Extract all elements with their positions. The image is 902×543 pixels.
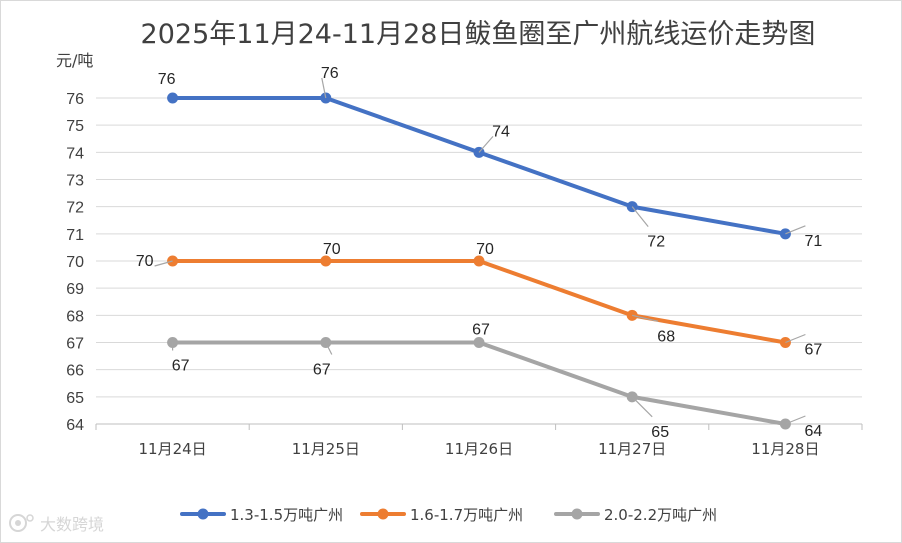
leader-line	[154, 260, 173, 267]
leader-line	[325, 342, 333, 355]
data-point[interactable]	[167, 92, 179, 104]
legend: 1.3-1.5万吨广州 1.6-1.7万吨广州 2.0-2.2万吨广州	[180, 506, 717, 524]
x-tick-label: 11月26日	[445, 440, 513, 458]
leader-line	[631, 396, 653, 418]
leader-line	[321, 77, 327, 99]
data-label: 70	[323, 241, 341, 258]
legend-swatch-marker	[197, 508, 209, 520]
legend-swatch-marker	[377, 508, 389, 520]
legend-label[interactable]: 2.0-2.2万吨广州	[604, 506, 717, 524]
x-axis: 11月24日 11月25日 11月26日 11月27日 11月28日	[95, 424, 863, 458]
data-label: 67	[172, 358, 190, 375]
data-label: 64	[805, 423, 823, 440]
y-tick-label: 67	[66, 336, 84, 353]
y-axis-unit-label: 元/吨	[56, 51, 93, 70]
y-tick-label: 74	[66, 145, 84, 162]
data-label: 71	[805, 233, 823, 250]
data-label: 67	[313, 362, 331, 379]
chart-title: 2025年11月24-11月28日鲅鱼圈至广州航线运价走势图	[141, 19, 816, 50]
data-label: 68	[657, 328, 675, 345]
y-tick-label: 76	[66, 91, 84, 108]
y-tick-label: 64	[66, 417, 84, 434]
data-labels: 76 76 74 72 71 70 70 70 68 67 67 67 67 65 64	[136, 65, 823, 441]
data-point[interactable]	[473, 337, 485, 348]
camera-logo-icon	[9, 514, 34, 532]
y-tick-label: 73	[66, 173, 84, 190]
data-label: 67	[805, 342, 823, 359]
data-label: 67	[472, 322, 490, 339]
data-label: 70	[136, 253, 154, 270]
leader-line	[785, 333, 806, 344]
data-label: 65	[651, 424, 669, 441]
watermark: 大数跨境	[9, 514, 104, 534]
x-tick-label: 11月28日	[751, 440, 819, 458]
data-label: 70	[476, 241, 494, 258]
series-line	[170, 340, 788, 426]
y-tick-label: 65	[66, 390, 84, 407]
y-tick-label: 71	[66, 227, 84, 244]
x-tick-label: 11月27日	[598, 440, 666, 458]
y-tick-label: 75	[66, 118, 84, 135]
data-point[interactable]	[473, 255, 485, 267]
y-tick-label: 69	[66, 281, 84, 298]
legend-label[interactable]: 1.6-1.7万吨广州	[410, 506, 523, 524]
leader-line	[631, 206, 649, 228]
y-tick-label: 72	[66, 200, 84, 217]
y-axis-ticks: 64 65 66 67 68 69 70 71 72 73 74 75 76	[66, 91, 84, 434]
data-label: 72	[647, 234, 665, 251]
data-label: 76	[158, 71, 176, 88]
legend-swatch-marker	[571, 508, 583, 520]
data-label: 74	[492, 123, 510, 140]
data-point[interactable]	[320, 255, 332, 267]
leader-line	[478, 135, 494, 153]
y-tick-label: 66	[66, 363, 84, 380]
watermark-text: 大数跨境	[40, 515, 104, 534]
series-line	[170, 96, 788, 236]
legend-label[interactable]: 1.3-1.5万吨广州	[230, 506, 343, 524]
y-tick-label: 70	[66, 254, 84, 271]
x-tick-label: 11月24日	[139, 440, 207, 458]
leader-line	[785, 225, 806, 235]
leader-line	[785, 415, 806, 425]
y-tick-label: 68	[66, 308, 84, 325]
leader-line	[632, 314, 659, 322]
data-label: 76	[321, 65, 339, 82]
x-tick-label: 11月25日	[292, 440, 360, 458]
